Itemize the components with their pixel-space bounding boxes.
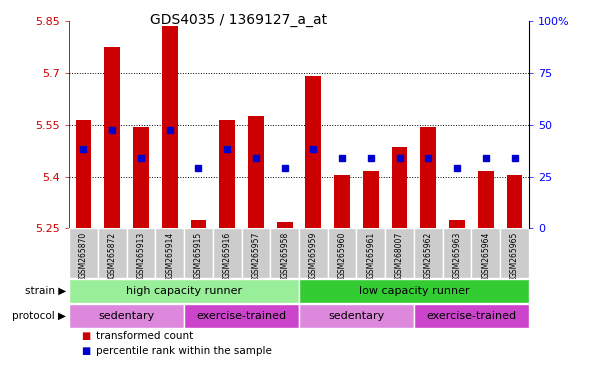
Text: GSM265961: GSM265961 <box>367 232 376 278</box>
Text: transformed count: transformed count <box>96 331 194 341</box>
Text: exercise-trained: exercise-trained <box>197 311 287 321</box>
Bar <box>421 127 436 228</box>
Text: GSM265957: GSM265957 <box>251 232 260 278</box>
Bar <box>105 47 120 228</box>
Text: GSM265965: GSM265965 <box>510 232 519 278</box>
Text: GSM265960: GSM265960 <box>338 232 347 278</box>
Bar <box>276 222 293 228</box>
Text: high capacity runner: high capacity runner <box>126 286 242 296</box>
FancyBboxPatch shape <box>443 228 471 278</box>
FancyBboxPatch shape <box>184 228 213 278</box>
FancyBboxPatch shape <box>328 228 356 278</box>
Bar <box>363 171 379 228</box>
Text: GDS4035 / 1369127_a_at: GDS4035 / 1369127_a_at <box>150 13 328 27</box>
FancyBboxPatch shape <box>299 228 328 278</box>
Bar <box>162 26 177 228</box>
FancyBboxPatch shape <box>184 304 299 328</box>
FancyBboxPatch shape <box>69 279 299 303</box>
FancyBboxPatch shape <box>242 228 270 278</box>
Text: GSM265914: GSM265914 <box>165 232 174 278</box>
Text: percentile rank within the sample: percentile rank within the sample <box>96 346 272 356</box>
Bar <box>248 116 264 228</box>
Text: GSM265963: GSM265963 <box>453 232 462 278</box>
Text: GSM265959: GSM265959 <box>309 232 318 278</box>
Text: ■: ■ <box>81 346 90 356</box>
FancyBboxPatch shape <box>385 228 414 278</box>
FancyBboxPatch shape <box>414 228 443 278</box>
Bar <box>219 119 235 228</box>
Text: sedentary: sedentary <box>328 311 385 321</box>
Text: GSM265958: GSM265958 <box>280 232 289 278</box>
FancyBboxPatch shape <box>299 304 414 328</box>
Bar <box>191 220 206 228</box>
FancyBboxPatch shape <box>414 304 529 328</box>
Text: strain ▶: strain ▶ <box>25 286 66 296</box>
Text: protocol ▶: protocol ▶ <box>12 311 66 321</box>
Bar <box>334 175 350 228</box>
Bar <box>478 171 493 228</box>
Bar <box>507 175 522 228</box>
Bar <box>305 76 322 228</box>
FancyBboxPatch shape <box>356 228 385 278</box>
FancyBboxPatch shape <box>98 228 127 278</box>
Text: GSM265913: GSM265913 <box>136 232 145 278</box>
FancyBboxPatch shape <box>471 228 500 278</box>
Text: GSM265964: GSM265964 <box>481 232 490 278</box>
FancyBboxPatch shape <box>69 228 98 278</box>
FancyBboxPatch shape <box>69 304 184 328</box>
FancyBboxPatch shape <box>270 228 299 278</box>
Text: ■: ■ <box>81 331 90 341</box>
Bar <box>392 147 407 228</box>
Bar <box>133 127 149 228</box>
Text: low capacity runner: low capacity runner <box>359 286 469 296</box>
FancyBboxPatch shape <box>127 228 155 278</box>
Bar <box>76 119 91 228</box>
Text: GSM268007: GSM268007 <box>395 232 404 278</box>
FancyBboxPatch shape <box>155 228 184 278</box>
Text: exercise-trained: exercise-trained <box>426 311 516 321</box>
FancyBboxPatch shape <box>213 228 242 278</box>
Bar <box>449 220 465 228</box>
Text: sedentary: sedentary <box>99 311 154 321</box>
Text: GSM265872: GSM265872 <box>108 232 117 278</box>
Text: GSM265962: GSM265962 <box>424 232 433 278</box>
Text: GSM265915: GSM265915 <box>194 232 203 278</box>
FancyBboxPatch shape <box>299 279 529 303</box>
FancyBboxPatch shape <box>500 228 529 278</box>
Text: GSM265870: GSM265870 <box>79 232 88 278</box>
Text: GSM265916: GSM265916 <box>222 232 231 278</box>
